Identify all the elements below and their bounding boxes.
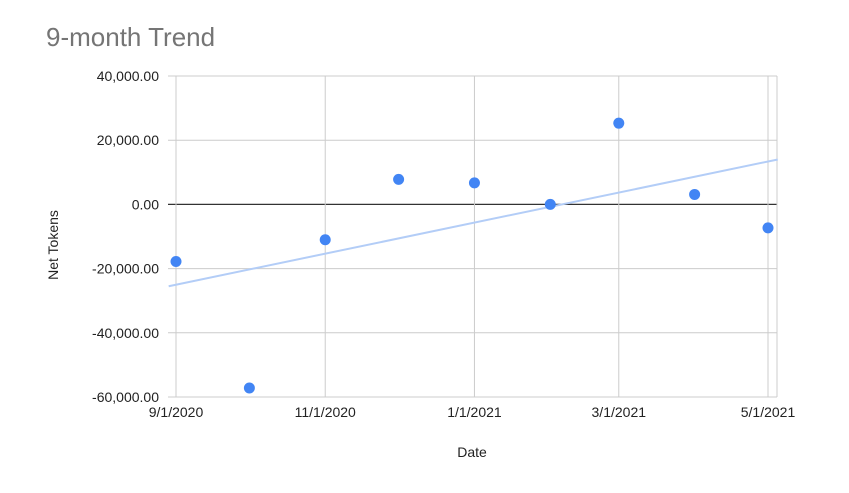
y-tick-label: -20,000.00	[92, 261, 159, 277]
y-tick-labels: 40,000.00 20,000.00 0.00 -20,000.00 -40,000.…	[92, 68, 159, 405]
data-point	[468, 177, 480, 189]
y-tick-label: 20,000.00	[97, 132, 159, 148]
data-point	[762, 222, 774, 234]
y-tick-label: -40,000.00	[92, 325, 159, 341]
x-axis-label: Date	[457, 444, 487, 460]
trendline	[168, 158, 778, 288]
x-tick-labels: 9/1/2020 11/1/2020 1/1/2021 3/1/2021 5/1/202…	[149, 404, 796, 420]
y-tick-label: 40,000.00	[97, 68, 159, 84]
data-point	[393, 173, 405, 185]
data-point	[613, 117, 625, 129]
data-point	[319, 234, 331, 246]
x-tick-label: 3/1/2021	[592, 404, 647, 420]
grid-lines	[168, 75, 778, 398]
y-axis-label: Net Tokens	[45, 210, 61, 280]
trendline-group	[168, 158, 778, 288]
y-tick-label: 0.00	[132, 196, 159, 212]
data-point	[689, 188, 701, 200]
x-tick-label: 9/1/2020	[149, 404, 204, 420]
x-tick-label: 5/1/2021	[741, 404, 796, 420]
x-tick-label: 1/1/2021	[447, 404, 502, 420]
y-tick-label: -60,000.00	[92, 389, 159, 405]
data-point	[170, 256, 182, 268]
chart-title: 9-month Trend	[46, 22, 216, 52]
data-points	[170, 117, 774, 394]
x-tick-label: 11/1/2020	[295, 404, 356, 420]
data-point	[243, 382, 255, 394]
data-point	[544, 198, 556, 210]
